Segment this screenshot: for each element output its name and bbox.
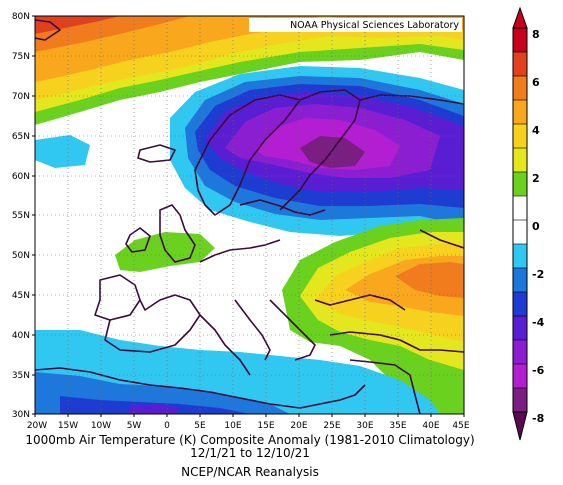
colorbar-segment: [513, 148, 527, 173]
caption-dates: 12/1/21 to 12/10/21: [190, 446, 310, 460]
colorbar-label: 4: [532, 124, 540, 137]
colorbar-segment: [513, 364, 527, 389]
lon-label: 10E: [224, 421, 241, 431]
colorbar-segment: [513, 292, 527, 317]
lon-label: 30E: [356, 421, 373, 431]
coastlines: [35, 19, 464, 414]
arctic-warm-region: [35, 16, 464, 125]
lat-label: 70N: [12, 92, 30, 102]
lon-label: 45E: [452, 421, 469, 431]
lat-label: 40N: [12, 331, 30, 341]
colorbar-segment: [513, 76, 527, 101]
colorbar-label: -8: [532, 412, 544, 425]
colorbar-segment: [513, 388, 527, 413]
lon-label: 40E: [422, 421, 439, 431]
caption-title: 1000mb Air Temperature (K) Composite Ano…: [25, 433, 475, 447]
colorbar-segment: [513, 268, 527, 293]
scandinavia-cold-region: [170, 66, 464, 240]
lon-label: 25E: [323, 421, 340, 431]
lat-label: 30N: [12, 410, 30, 420]
colorbar-segment: [513, 244, 527, 269]
lat-label: 55N: [12, 211, 30, 221]
latitude-labels: 80N 75N 70N 65N 60N 55N 50N 45N 40N 35N …: [12, 12, 30, 420]
lon-label: 20E: [290, 421, 307, 431]
colorbar-top-arrow: [512, 6, 528, 29]
colorbar-segment: [513, 52, 527, 77]
tick-marks: [32, 15, 465, 417]
colorbar-label: -4: [532, 316, 545, 329]
lon-label: 5E: [194, 421, 206, 431]
lat-label: 35N: [12, 371, 30, 381]
caption-source: NCEP/NCAR Reanalysis: [181, 465, 319, 479]
colorbar-bottom-arrow: [512, 411, 528, 441]
lat-label: 50N: [12, 251, 30, 261]
lon-label: 20W: [27, 421, 47, 431]
lon-label: 10W: [91, 421, 111, 431]
colorbar-label: 2: [532, 172, 540, 185]
colorbar-segment: [513, 316, 527, 341]
anomaly-field: [35, 16, 464, 414]
lon-label: 0: [164, 421, 170, 431]
colorbar-segment: [513, 100, 527, 125]
lon-label: 15W: [58, 421, 78, 431]
colorbar-segment: [513, 220, 527, 245]
colorbar-segment: [513, 124, 527, 149]
colorbar-segment: [513, 196, 527, 221]
colorbar-segment: [513, 340, 527, 365]
lat-label: 80N: [12, 12, 30, 22]
lat-label: 75N: [12, 52, 30, 62]
colorbar-label: 0: [532, 220, 540, 233]
colorbar-segment: [513, 172, 527, 197]
colorbar-label: -6: [532, 364, 545, 377]
lon-label: 15E: [257, 421, 274, 431]
watermark-box: [249, 18, 462, 32]
watermark-label: NOAA Physical Sciences Laboratory: [290, 20, 459, 31]
colorbar-label: 8: [532, 28, 540, 41]
lon-label: 5W: [127, 421, 142, 431]
colorbar-label: 6: [532, 76, 540, 89]
colorbar-frame: [512, 27, 528, 413]
lat-label: 45N: [12, 291, 30, 301]
longitude-labels: 20W 15W 10W 5W 0 5E 10E 15E 20E 25E 30E …: [27, 421, 470, 431]
colorbar-label: -2: [532, 268, 544, 281]
colorbar-segment: [513, 28, 527, 53]
lat-label: 60N: [12, 172, 30, 182]
lon-label: 35E: [389, 421, 406, 431]
eastern-europe-warm-region: [282, 218, 464, 414]
lat-label: 65N: [12, 132, 30, 142]
colorbar: 8 6 4 2 0 -2 -4 -6 -8: [512, 6, 545, 441]
